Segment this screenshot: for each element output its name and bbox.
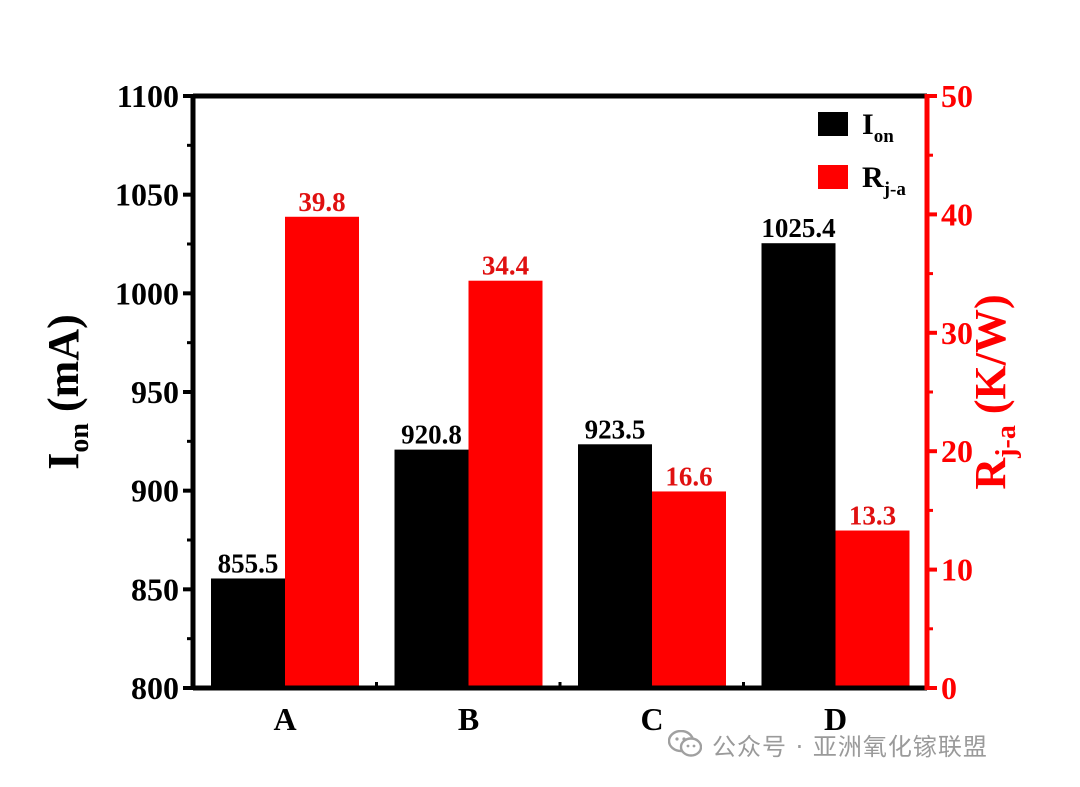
bar-label-ion-D: 1025.4 [761,213,835,243]
watermark: 公众号 · 亚洲氧化镓联盟 [667,726,988,762]
left-tick-label-900: 900 [131,473,179,509]
x-tick-label-D: D [824,701,847,737]
left-tick-label-850: 850 [131,571,179,607]
right-tick-label-50: 50 [941,78,973,114]
bar-ion-D [761,243,836,688]
left-tick-label-1000: 1000 [115,275,179,311]
right-tick-label-20: 20 [941,433,973,469]
legend-label-rja: Rj-a [862,161,906,200]
right-axis-title: Rj-a (K/W) [966,294,1022,489]
x-axis-ticks: A B C D [273,682,847,737]
bar-label-ion-B: 920.8 [401,420,462,450]
bar-label-ion-A: 855.5 [218,548,279,578]
legend-swatch-ion [818,112,848,136]
left-axis-title: Ion (mA) [39,314,95,469]
left-tick-label-950: 950 [131,374,179,410]
bar-rja-A [285,216,359,688]
legend-swatch-rja [818,165,848,189]
bars-layer [211,216,910,688]
bar-ion-B [394,449,469,688]
left-axis-ticks: 800 850 900 950 1000 1050 1100 [115,78,193,706]
wechat-icon [667,729,703,758]
watermark-text: 公众号 · 亚洲氧化镓联盟 [712,732,988,761]
bar-ion-C [578,444,652,688]
legend: Ion Rj-a [818,108,906,200]
right-tick-label-10: 10 [941,552,973,588]
bar-label-rja-C: 16.6 [665,461,712,491]
left-tick-label-1050: 1050 [115,177,179,213]
left-tick-label-1100: 1100 [117,78,179,114]
bar-rja-C [652,491,726,688]
bar-label-rja-A: 39.8 [298,187,345,217]
right-tick-label-0: 0 [941,670,957,706]
bar-label-ion-C: 923.5 [585,414,646,444]
bar-labels-layer: 855.5 39.8 920.8 34.4 923.5 16.6 1025.4 13.3 [218,187,897,579]
bar-label-rja-D: 13.3 [849,501,896,531]
x-tick-label-A: A [273,701,296,737]
legend-label-ion: Ion [862,108,894,147]
bar-rja-D [835,530,910,688]
right-tick-label-30: 30 [941,315,973,351]
bar-label-rja-B: 34.4 [482,251,529,281]
x-tick-label-C: C [640,701,663,737]
bar-ion-A [211,578,285,688]
left-tick-label-800: 800 [131,670,179,706]
bar-rja-B [468,280,543,688]
right-axis-ticks: 0 10 20 30 40 50 [927,78,973,706]
x-tick-label-B: B [458,701,479,737]
right-tick-label-40: 40 [941,196,973,232]
